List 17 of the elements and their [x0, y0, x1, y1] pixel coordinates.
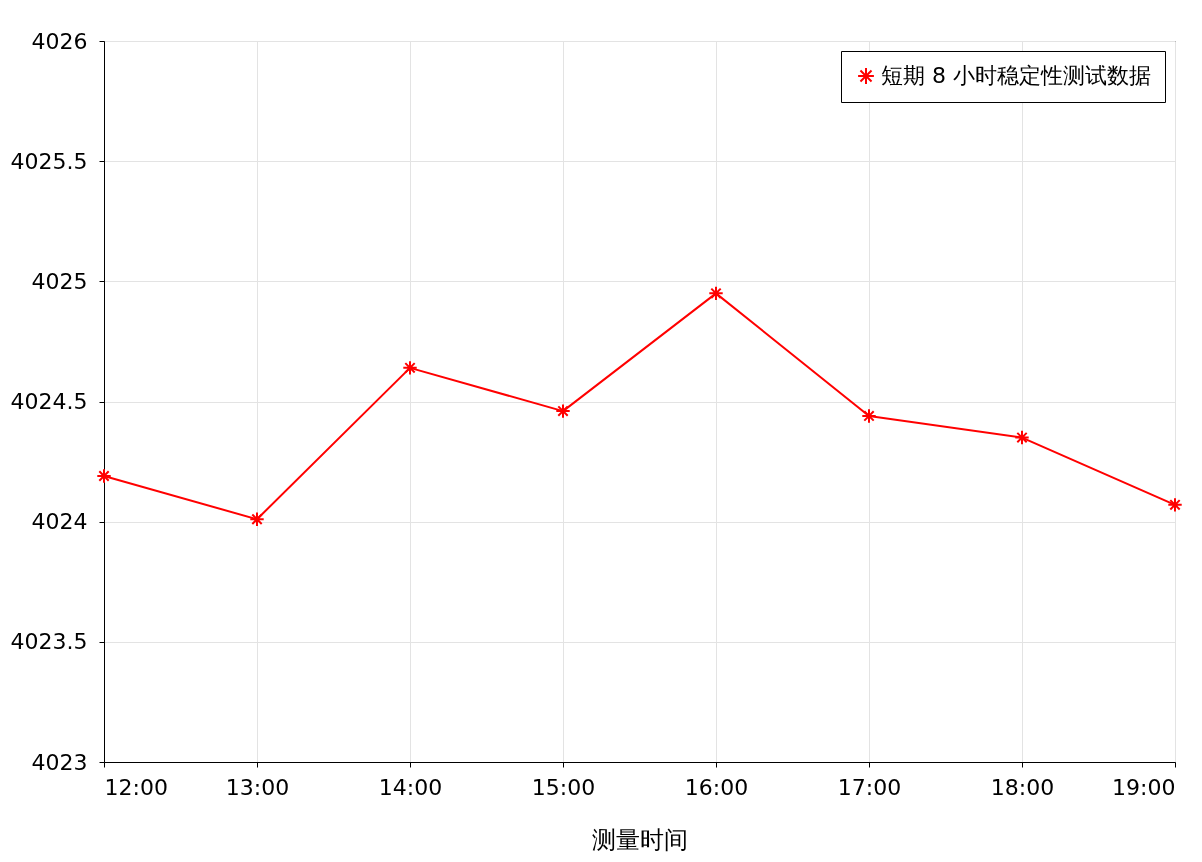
y-tick-label: 4023.5	[10, 629, 88, 655]
y-tick-label: 4025.5	[10, 148, 88, 174]
y-tick-label: 4024.5	[10, 389, 88, 414]
y-tick-label: 4025	[31, 268, 88, 294]
x-tick-label: 13:00	[225, 774, 290, 800]
y-tick-label: 4023	[31, 749, 88, 775]
x-tick-label: 17:00	[837, 774, 902, 800]
y-tick-label: 4024	[31, 509, 88, 535]
legend-label: 短期 8 小时稳定性测试数据	[881, 63, 1151, 88]
y-tick-label: 4026	[31, 28, 88, 54]
x-tick-label: 15:00	[531, 774, 596, 800]
x-tick-label: 14:00	[378, 774, 443, 800]
x-tick-label: 16:00	[684, 774, 749, 800]
x-tick-label: 18:00	[990, 774, 1055, 800]
x-axis-title: 测量时间	[592, 825, 688, 854]
x-tick-label: 19:00	[1112, 774, 1176, 800]
x-tick-label: 12:00	[104, 774, 168, 800]
